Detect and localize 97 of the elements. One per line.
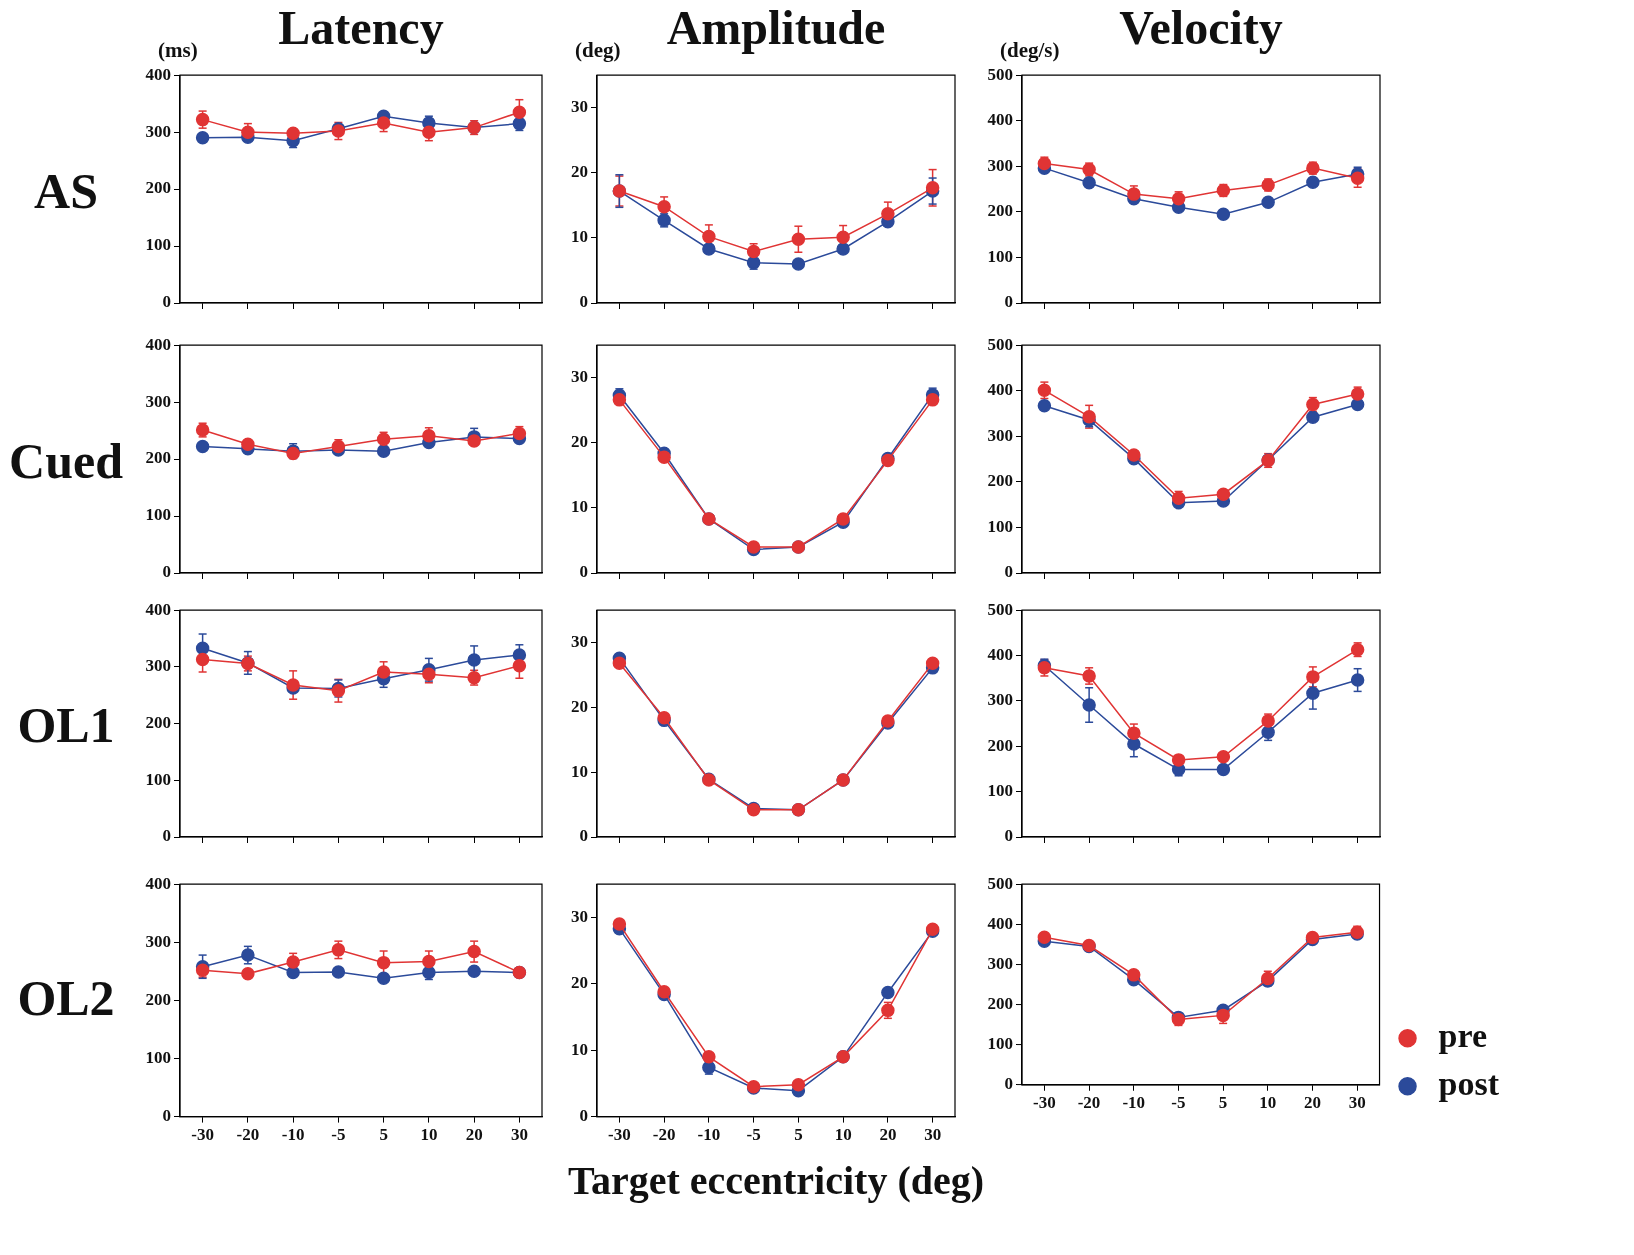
x-axis-title: Target eccentricity (deg)	[567, 1157, 985, 1204]
y-tick-label: 300	[987, 953, 1013, 973]
y-tick-label: 500	[987, 334, 1013, 354]
y-tick-label: 0	[579, 1105, 588, 1125]
x-tick-label: -20	[236, 1125, 260, 1145]
y-tick-label: 400	[145, 599, 171, 619]
text: AS	[34, 161, 98, 220]
x-tick-label: -30	[1033, 1093, 1056, 1113]
y-tick-label: 100	[145, 769, 171, 789]
y-tick-label: 100	[987, 1034, 1013, 1054]
legend-label: post	[1438, 1064, 1500, 1102]
y-tick-label: 200	[987, 471, 1013, 491]
text: OL2	[17, 969, 115, 1027]
y-tick-label: 100	[145, 505, 171, 525]
y-tick-label: 200	[987, 735, 1013, 755]
y-tick-label: 200	[987, 201, 1013, 221]
y-tick-label: 300	[987, 425, 1013, 445]
y-tick-label: 100	[145, 1047, 171, 1067]
y-axis-title: (deg/s)	[1000, 38, 1060, 63]
y-tick-label: 500	[987, 873, 1013, 893]
x-tick-label: -20	[652, 1125, 676, 1145]
x-tick-label: -10	[281, 1125, 305, 1145]
y-tick-label: 100	[987, 516, 1013, 536]
y-tick-label: 10	[571, 1039, 588, 1059]
x-tick-label: -10	[697, 1125, 721, 1145]
y-tick-label: 100	[145, 235, 171, 255]
x-tick-label: 30	[924, 1125, 942, 1145]
x-tick-label: 20	[879, 1125, 897, 1145]
x-tick-label: 10	[1259, 1093, 1277, 1113]
y-tick-label: 400	[987, 644, 1013, 664]
y-tick-label: 30	[571, 631, 588, 651]
y-tick-label: 500	[987, 599, 1013, 619]
y-tick-label: 200	[987, 993, 1013, 1013]
chart-title: Latency	[278, 0, 444, 55]
y-tick-label: 100	[987, 246, 1013, 266]
x-tick-label: 20	[465, 1125, 483, 1145]
y-tick-label: 300	[987, 155, 1013, 175]
x-tick-label: -5	[746, 1125, 761, 1145]
y-tick-label: 300	[145, 656, 171, 676]
y-tick-label: 300	[145, 391, 171, 411]
y-tick-label: 400	[987, 380, 1013, 400]
y-tick-label: 200	[145, 178, 171, 198]
y-tick-label: 0	[162, 826, 171, 846]
y-tick-label: 300	[145, 931, 171, 951]
x-tick-label: -30	[608, 1125, 631, 1145]
y-tick-label: 400	[987, 110, 1013, 130]
x-tick-label: 30	[510, 1125, 528, 1145]
y-tick-label: 10	[571, 227, 588, 247]
y-tick-label: 0	[162, 562, 171, 582]
chart-title: Amplitude	[666, 0, 886, 55]
x-tick-label: 5	[379, 1125, 388, 1145]
y-tick-label: 20	[571, 973, 588, 993]
y-tick-label: 30	[571, 367, 588, 387]
y-axis-title: (deg)	[575, 38, 621, 63]
x-tick-label: 30	[1348, 1093, 1366, 1113]
y-tick-label: 200	[145, 989, 171, 1009]
y-tick-label: 0	[162, 292, 171, 312]
y-tick-label: 20	[571, 696, 588, 716]
legend-label: pre	[1438, 1016, 1488, 1054]
y-tick-label: 200	[145, 712, 171, 732]
y-tick-label: 0	[1004, 826, 1013, 846]
y-tick-label: 0	[162, 1105, 171, 1125]
x-tick-label: -30	[191, 1125, 214, 1145]
x-tick-label: -5	[331, 1125, 346, 1145]
x-tick-label: -10	[1122, 1093, 1146, 1113]
y-tick-label: 0	[1004, 562, 1013, 582]
y-tick-label: 0	[1004, 292, 1013, 312]
y-tick-label: 0	[579, 562, 588, 582]
x-tick-label: 10	[420, 1125, 438, 1145]
y-tick-label: 0	[1004, 1074, 1013, 1094]
y-tick-label: 30	[571, 97, 588, 117]
chart-title: Velocity	[1119, 0, 1283, 55]
x-tick-label: 10	[834, 1125, 852, 1145]
y-tick-label: 300	[987, 690, 1013, 710]
x-tick-label: -20	[1077, 1093, 1101, 1113]
y-tick-label: 0	[579, 826, 588, 846]
y-tick-label: 300	[145, 121, 171, 141]
y-tick-label: 500	[987, 64, 1013, 84]
x-tick-label: 5	[1218, 1093, 1228, 1113]
y-tick-label: 30	[571, 906, 588, 926]
text: OL1	[17, 696, 115, 754]
y-tick-label: 20	[571, 432, 588, 452]
x-tick-label: -5	[1171, 1093, 1186, 1113]
x-tick-label: 5	[794, 1125, 803, 1145]
text: Cued	[9, 431, 123, 490]
y-tick-label: 10	[571, 761, 588, 781]
y-axis-title: (ms)	[158, 38, 198, 63]
y-tick-label: 400	[987, 913, 1013, 933]
y-tick-label: 400	[145, 873, 171, 893]
y-tick-label: 10	[571, 497, 588, 517]
y-tick-label: 100	[987, 781, 1013, 801]
y-tick-label: 20	[571, 162, 588, 182]
y-tick-label: 200	[145, 448, 171, 468]
y-tick-label: 400	[145, 334, 171, 354]
y-tick-label: 400	[145, 64, 171, 84]
y-tick-label: 0	[579, 292, 588, 312]
x-tick-label: 20	[1304, 1093, 1321, 1113]
